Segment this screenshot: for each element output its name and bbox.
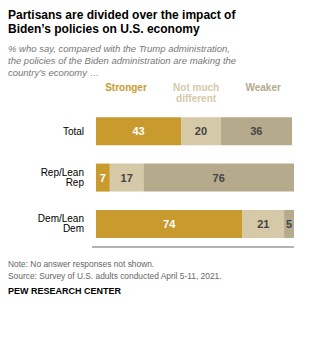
- svg-text:36: 36: [250, 126, 262, 138]
- svg-text:43: 43: [132, 126, 144, 138]
- svg-text:17: 17: [121, 172, 133, 184]
- svg-text:76: 76: [213, 172, 225, 184]
- html-text:Weaker: Weaker: [245, 82, 281, 94]
- svg-text:7: 7: [100, 172, 106, 184]
- html-text:PEW RESEARCH CENTER: PEW RESEARCH CENTER: [8, 286, 121, 297]
- html-text:Note: No answer responses not: Note: No answer responses not shown.: [8, 259, 155, 270]
- svg-text:20: 20: [195, 126, 207, 138]
- html-text:Source: Survey of U.S. adults: Source: Survey of U.S. adults conducted …: [8, 270, 222, 281]
- svg-text:Total: Total: [63, 126, 84, 137]
- html-text:% who say, compared with the T: % who say, compared with the Trump admin…: [8, 42, 237, 78]
- html-text:Partisans are divided over the: Partisans are divided over the impact of…: [8, 8, 236, 37]
- svg-text:Dem/LeanDem: Dem/LeanDem: [38, 214, 84, 235]
- html-text:Stronger: Stronger: [105, 82, 147, 94]
- svg-text:21: 21: [257, 218, 269, 230]
- svg-text:Rep/LeanRep: Rep/LeanRep: [41, 167, 85, 188]
- svg-text:74: 74: [163, 218, 176, 230]
- html-text:Not much different: Not much different: [173, 82, 220, 105]
- svg-text:5: 5: [286, 218, 292, 230]
